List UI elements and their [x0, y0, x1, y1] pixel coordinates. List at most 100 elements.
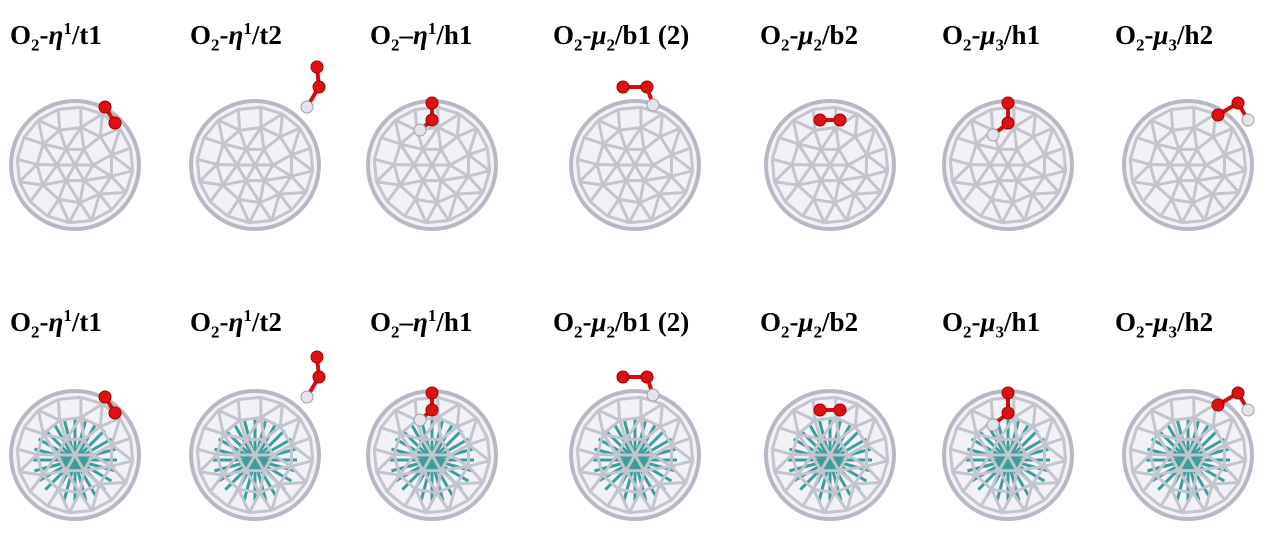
atom-count: 2	[1136, 35, 1145, 54]
pt-atom	[414, 124, 426, 136]
mesh-bond	[58, 109, 59, 130]
link: -	[790, 20, 799, 50]
structure-label: O2-μ2/b2	[760, 307, 858, 337]
o-atom	[834, 404, 846, 416]
denticity: 3	[1169, 322, 1178, 341]
atom-count: 2	[31, 322, 40, 341]
mesh-bond	[217, 454, 237, 455]
mesh-bond	[279, 192, 306, 194]
pt-atom	[987, 129, 999, 141]
cluster	[1124, 97, 1254, 229]
atom: O	[942, 20, 963, 50]
mesh-bond	[280, 404, 282, 427]
atom-count: 2	[963, 322, 972, 341]
pt-atom	[647, 99, 659, 111]
mesh-bond	[456, 192, 483, 194]
denticity: 3	[996, 35, 1005, 54]
symbol: η	[413, 307, 428, 337]
cluster	[368, 387, 496, 519]
link: -	[40, 307, 49, 337]
mesh-bond	[457, 404, 459, 427]
o-atom	[109, 117, 121, 129]
symbol: μ	[981, 20, 996, 50]
hapticity: 1	[243, 19, 252, 38]
atom: O	[942, 307, 963, 337]
cluster	[571, 371, 699, 519]
mesh-bond	[37, 164, 57, 165]
atom: O	[553, 20, 574, 50]
mesh-bond	[792, 454, 812, 455]
hapticity: 1	[63, 19, 72, 38]
link: -	[220, 20, 229, 50]
mesh-bond	[970, 164, 990, 165]
mesh-bond	[394, 164, 414, 165]
structure-label: O2-μ3/h1	[942, 307, 1040, 337]
atom-count: 2	[211, 322, 220, 341]
pt-atom	[987, 419, 999, 431]
o-atom	[311, 61, 323, 73]
mesh-bond	[1033, 114, 1035, 137]
cluster	[1124, 387, 1254, 519]
symbol: η	[229, 307, 244, 337]
o-atom	[1212, 109, 1224, 121]
structure-label: O2–η1/h1	[370, 20, 472, 50]
atom-count: 2	[1136, 322, 1145, 341]
mesh-bond	[1171, 399, 1172, 420]
site: /t2	[252, 20, 282, 50]
pt-atom	[647, 389, 659, 401]
o-atom	[617, 81, 629, 93]
mesh-bond	[394, 454, 414, 455]
atom-count: 2	[391, 322, 400, 341]
o-atom	[1232, 387, 1244, 399]
figure: (() => { const data = JSON.parse(documen…	[0, 0, 1269, 538]
link: -	[1145, 307, 1154, 337]
atom-count: 2	[781, 35, 790, 54]
atom-count: 2	[31, 35, 40, 54]
atom-count: 2	[211, 35, 220, 54]
structures	[0, 0, 1269, 538]
site: /h1	[1004, 20, 1040, 50]
atom-count: 2	[781, 322, 790, 341]
structure-label: O2-μ3/h1	[942, 20, 1040, 50]
site: /t2	[252, 307, 282, 337]
mesh-bond	[238, 399, 239, 420]
symbol: η	[413, 20, 428, 50]
atom: O	[760, 307, 781, 337]
o-atom	[426, 114, 438, 126]
symbol: μ	[592, 307, 607, 337]
o-atom	[1002, 387, 1014, 399]
mesh-bond	[991, 109, 992, 130]
symbol: μ	[592, 20, 607, 50]
mesh-bond	[37, 454, 57, 455]
denticity: 2	[607, 35, 616, 54]
site: /b1 (2)	[615, 20, 689, 50]
mesh-bond	[99, 192, 126, 194]
atom: O	[760, 20, 781, 50]
atom: O	[370, 307, 391, 337]
hapticity: 1	[243, 306, 252, 325]
site: /h2	[1177, 307, 1213, 337]
cluster	[11, 101, 139, 229]
symbol: η	[49, 20, 64, 50]
link: -	[40, 20, 49, 50]
mesh-bond	[660, 114, 662, 137]
mesh-bond	[279, 482, 306, 484]
o-atom	[834, 114, 846, 126]
atom: O	[10, 307, 31, 337]
mesh-bond	[618, 109, 619, 130]
cluster	[11, 391, 139, 519]
mesh-bond	[1212, 482, 1239, 484]
symbol: μ	[981, 307, 996, 337]
o-atom	[617, 371, 629, 383]
o-atom	[426, 404, 438, 416]
denticity: 2	[607, 322, 616, 341]
mesh-bond	[238, 109, 239, 130]
o-atom	[1232, 97, 1244, 109]
mesh-bond	[457, 114, 459, 137]
atom: O	[190, 20, 211, 50]
site: /b2	[822, 20, 858, 50]
structure-label: O2-μ2/b2	[760, 20, 858, 50]
structure-label: O2-η1/t2	[190, 20, 282, 50]
mesh-bond	[991, 399, 992, 420]
mesh-bond	[597, 454, 617, 455]
